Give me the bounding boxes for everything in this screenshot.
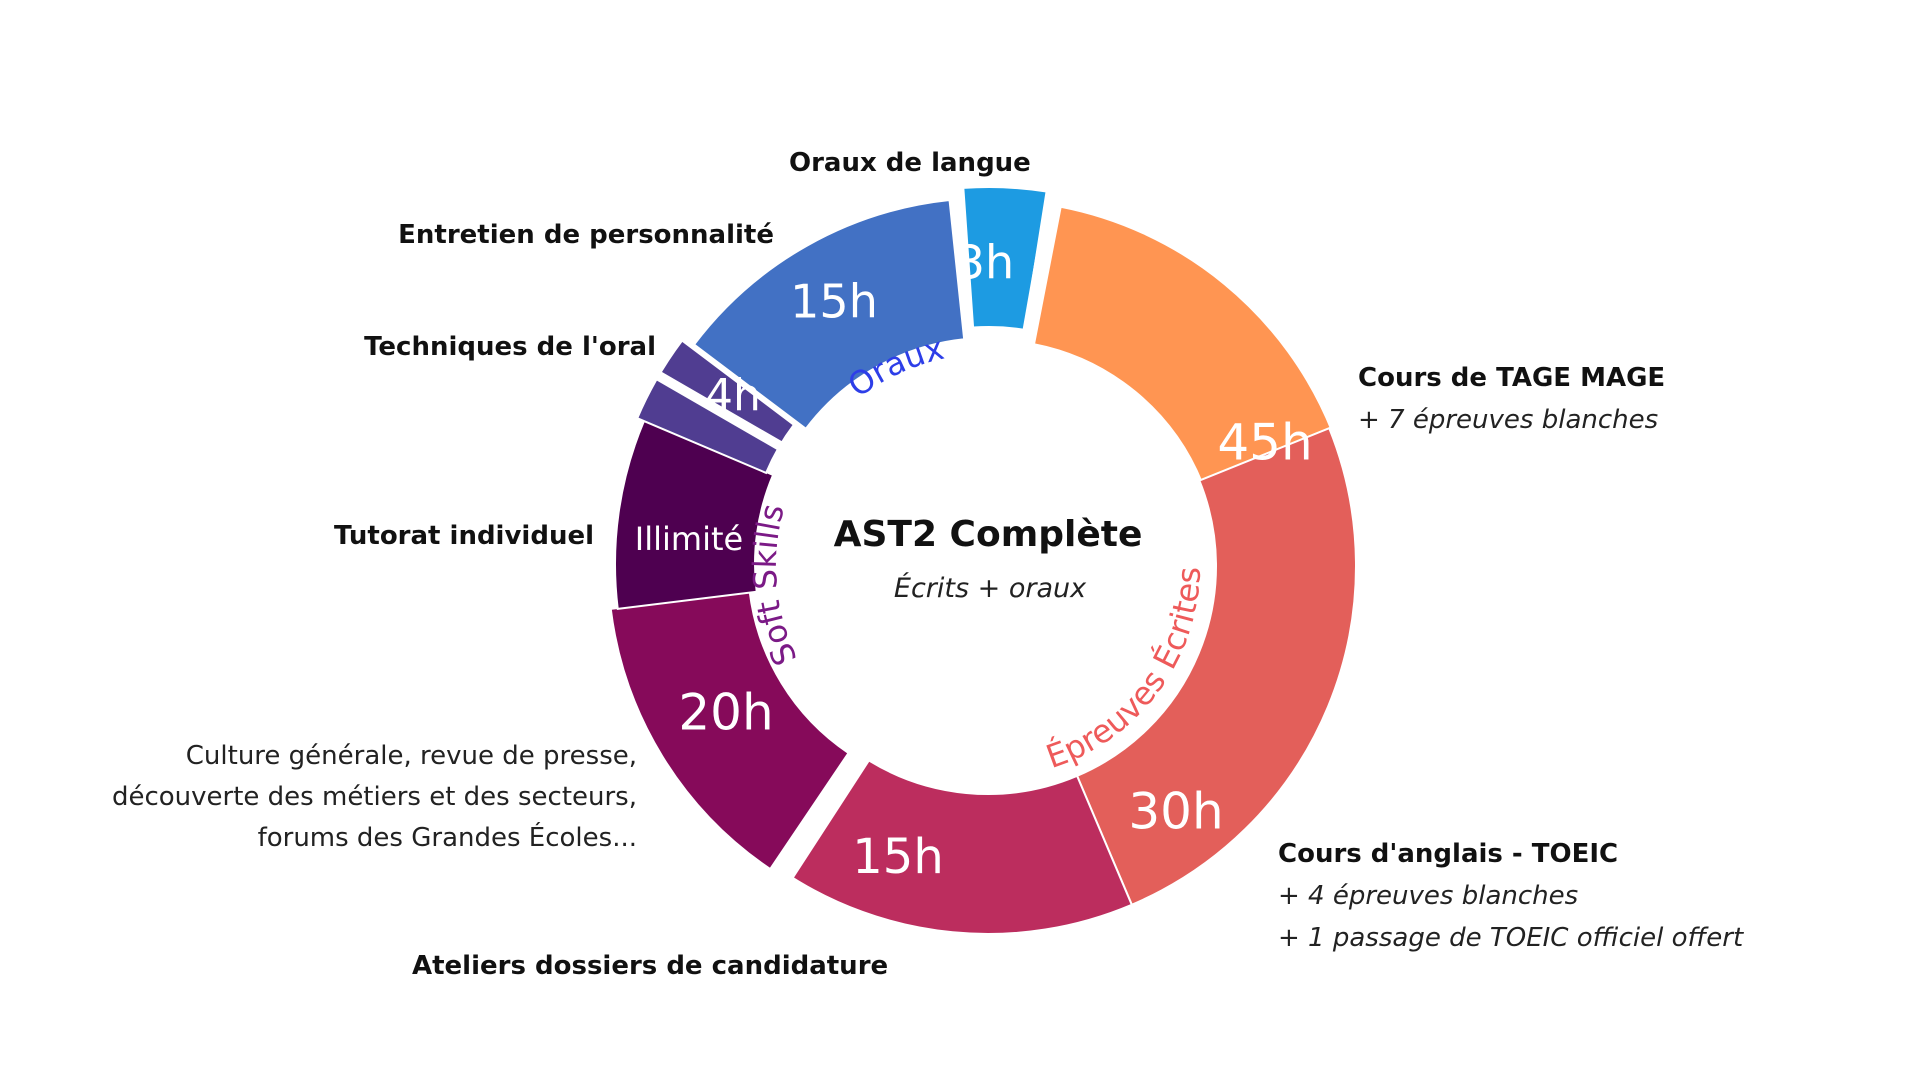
segment-oraux-de-langue-value-label: 3h xyxy=(956,236,1014,290)
label-culture-line-3: forums des Grandes Écoles... xyxy=(257,823,637,853)
label-cours-anglais-toeic: Cours d'anglais - TOEIC xyxy=(1278,839,1619,869)
label-toeic-note-2: + 1 passage de TOEIC officiel offert xyxy=(1278,923,1744,953)
segment-gap-2 xyxy=(654,370,802,462)
label-tutorat-individuel: Tutorat individuel xyxy=(334,521,594,551)
label-culture-line-2: découverte des métiers et des secteurs, xyxy=(111,782,637,812)
label-oraux-de-langue: Oraux de langue xyxy=(789,148,1031,178)
segment-tutorat-value-label: Illimité xyxy=(635,520,743,558)
label-toeic-note-1: + 4 épreuves blanches xyxy=(1278,881,1579,911)
label-entretien-de-personnalite: Entretien de personnalité xyxy=(398,220,774,250)
label-culture-line-1: Culture générale, revue de presse, xyxy=(185,741,637,771)
label-tage-mage-note: + 7 épreuves blanches xyxy=(1358,405,1659,435)
label-techniques-de-l-oral: Techniques de l'oral xyxy=(364,332,656,362)
chart-title: AST2 Complète xyxy=(834,514,1143,555)
segment-tage-mage-value-label: 45h xyxy=(1217,414,1312,472)
chart-subtitle: Écrits + oraux xyxy=(894,572,1087,604)
label-cours-tage-mage: Cours de TAGE MAGE xyxy=(1358,363,1666,393)
segment-ateliers-value-label: 15h xyxy=(852,829,944,885)
segment-entretien-value-label: 15h xyxy=(790,275,878,329)
segment-toeic xyxy=(1075,426,1357,907)
segment-gap-3 xyxy=(774,745,876,891)
segment-entretien xyxy=(692,198,966,431)
segment-culture-generale xyxy=(609,590,850,871)
segment-ateliers xyxy=(780,753,1134,935)
label-ateliers-dossiers: Ateliers dossiers de candidature xyxy=(412,951,889,981)
segment-toeic-value-label: 30h xyxy=(1128,783,1223,841)
segment-culture-generale-value-label: 20h xyxy=(678,684,773,742)
segment-gap-1 xyxy=(1018,188,1062,353)
segment-tage-mage xyxy=(1032,205,1334,484)
